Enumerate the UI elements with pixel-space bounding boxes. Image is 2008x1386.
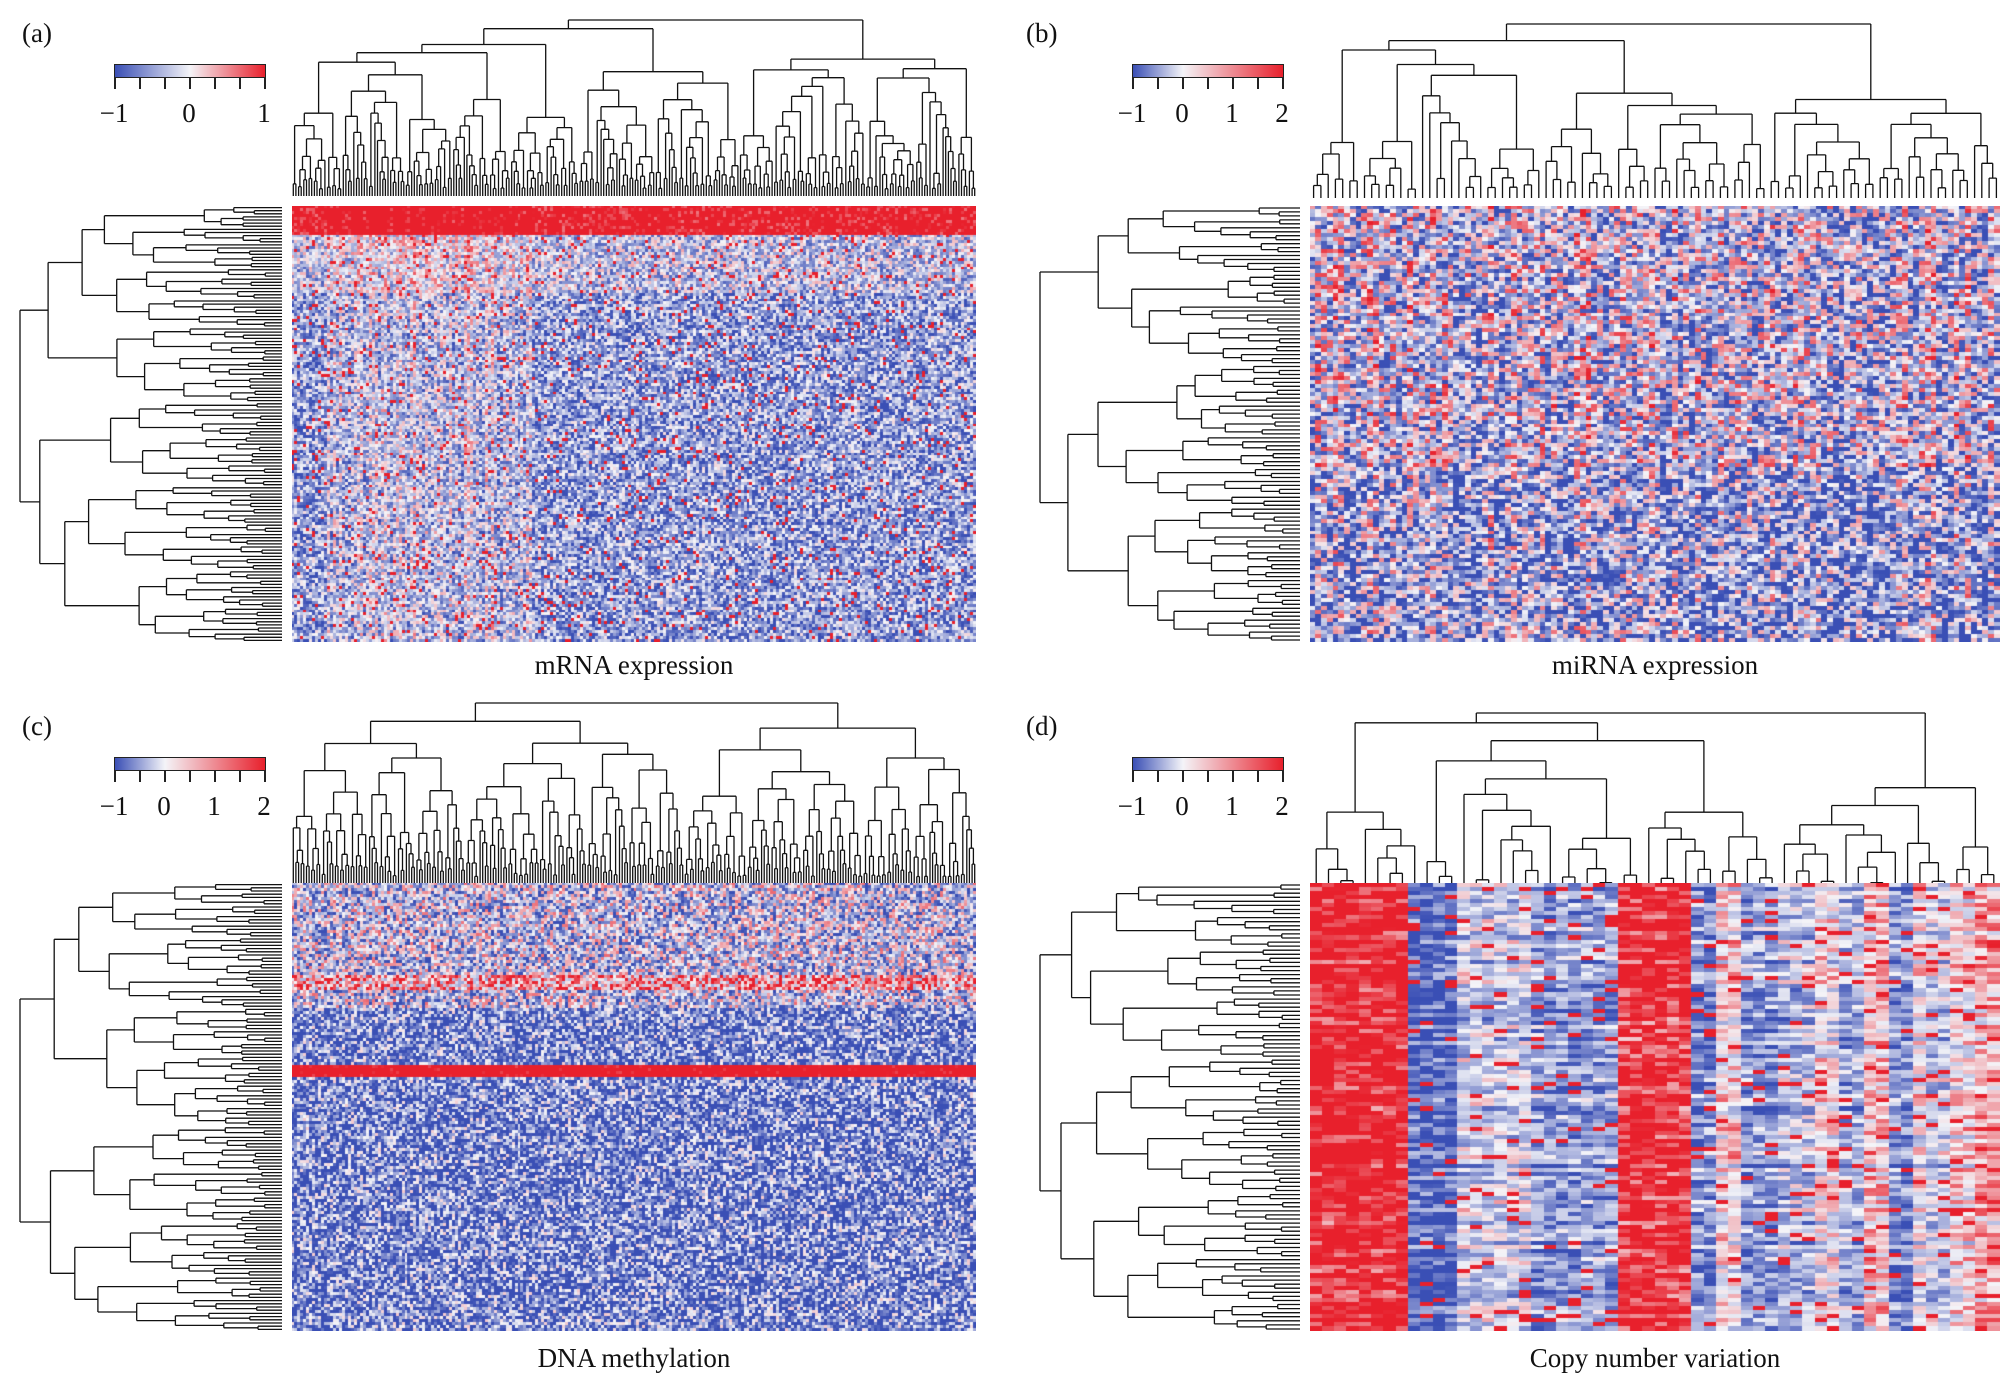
legend-tick (1132, 771, 1134, 782)
legend-tick (1132, 78, 1134, 89)
legend-ticks (114, 771, 266, 785)
legend-tick-label: 1 (257, 98, 271, 128)
legend-tick (139, 771, 141, 782)
panel-caption: DNA methylation (537, 1343, 731, 1373)
legend-tick-label: 2 (257, 791, 271, 821)
legend-tick-label: 0 (1175, 98, 1189, 128)
dendrogram-branches (292, 19, 976, 196)
legend-tick (1207, 78, 1209, 89)
heatmap (292, 883, 976, 1331)
panel-mirna: (b) −1 0 1 2 miRNA expression (1004, 0, 2008, 693)
legend-gradient (1132, 757, 1284, 771)
legend-tick-label: 1 (207, 791, 221, 821)
legend-ticks (1132, 771, 1284, 785)
legend-tick (239, 771, 241, 782)
heatmap (1310, 206, 2000, 642)
legend-tick-label: 0 (1175, 791, 1189, 821)
legend-tick (139, 78, 141, 89)
legend-tick (1282, 78, 1284, 89)
heatmap (292, 206, 976, 642)
column-dendrogram (292, 19, 976, 196)
legend-gradient (114, 64, 266, 78)
legend-tick (1157, 771, 1159, 782)
legend-gradient (1132, 64, 1284, 78)
row-dendrogram (1039, 207, 1300, 641)
legend-tick (264, 771, 266, 782)
panel-label: (c) (22, 711, 52, 741)
legend-tick-label: −1 (99, 98, 129, 128)
legend-gradient (114, 757, 266, 771)
legend-tick (189, 78, 191, 89)
legend-tick-label: 2 (1275, 791, 1289, 821)
legend-tick-label: −1 (99, 791, 129, 821)
legend-tick (1232, 771, 1234, 782)
column-dendrogram (1312, 23, 1998, 198)
legend-tick-label: 0 (157, 791, 171, 821)
panel-label: (d) (1026, 711, 1058, 741)
legend-tick (1182, 771, 1184, 782)
dendrogram-branches (292, 702, 976, 886)
panel-caption: miRNA expression (1551, 650, 1759, 680)
panel-methylation: (c) −1 0 1 2 DNA methylation (0, 693, 1004, 1386)
legend-tick (1257, 771, 1259, 782)
dendrogram-branches (19, 883, 282, 1331)
legend-tick (1157, 78, 1159, 89)
legend-tick (214, 771, 216, 782)
panel-label: (b) (1026, 18, 1058, 48)
dendrogram-branches (1312, 23, 1998, 198)
legend-tick (164, 771, 166, 782)
legend-tick (1282, 771, 1284, 782)
legend-tick (1207, 771, 1209, 782)
legend-tick-label: −1 (1117, 98, 1147, 128)
legend-tick (1257, 78, 1259, 89)
legend-tick (239, 78, 241, 89)
dendrogram-branches (19, 206, 282, 642)
legend-tick (1232, 78, 1234, 89)
dendrogram-branches (1039, 884, 1300, 1330)
panel-label: (a) (22, 18, 52, 48)
legend-tick (264, 78, 266, 89)
dendrogram-branches (1039, 207, 1300, 641)
row-dendrogram (1039, 884, 1300, 1330)
legend-tick-label: 0 (182, 98, 196, 128)
legend-tick-label: 1 (1225, 791, 1239, 821)
legend-tick (1182, 78, 1184, 89)
legend-tick-label: 1 (1225, 98, 1239, 128)
legend-ticks (114, 78, 266, 92)
legend-tick (164, 78, 166, 89)
column-dendrogram (292, 702, 976, 886)
panel-cnv: (d) −1 0 1 2 Copy number variation (1004, 693, 2008, 1386)
panel-caption: Copy number variation (1529, 1343, 1781, 1373)
row-dendrogram (19, 206, 282, 642)
legend-tick (214, 78, 216, 89)
column-dendrogram (1315, 712, 1995, 893)
legend-tick (189, 771, 191, 782)
row-dendrogram (19, 883, 282, 1331)
legend-ticks (1132, 78, 1284, 92)
heatmap (1310, 883, 2000, 1331)
legend-tick-label: 2 (1275, 98, 1289, 128)
panel-caption: mRNA expression (534, 650, 734, 680)
legend-tick-label: −1 (1117, 791, 1147, 821)
dendrogram-branches (1315, 712, 1995, 893)
panel-mrna: (a) −1 0 1 mRNA expression (0, 0, 1004, 693)
legend-tick (114, 771, 116, 782)
legend-tick (114, 78, 116, 89)
